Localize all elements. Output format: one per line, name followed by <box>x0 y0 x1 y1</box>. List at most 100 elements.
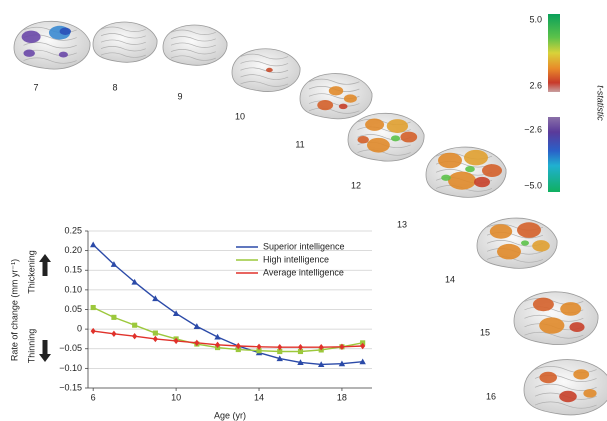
marker <box>153 336 158 342</box>
age-label: 10 <box>235 111 245 121</box>
brain <box>232 49 300 92</box>
brain <box>163 25 227 65</box>
y-tick-label: 0.10 <box>64 284 82 294</box>
marker <box>111 315 116 320</box>
brain-blob <box>266 68 273 72</box>
marker <box>132 323 137 328</box>
age-label: 16 <box>486 391 496 401</box>
age-label: 13 <box>397 219 407 229</box>
brain-blob <box>329 86 343 95</box>
brain-blob <box>465 166 475 172</box>
brain <box>514 292 598 345</box>
y-tick-label: 0.05 <box>64 304 82 314</box>
brain-blob <box>573 369 589 379</box>
age-label: 11 <box>295 139 304 149</box>
brain-blob <box>59 52 68 58</box>
brain-blob <box>533 298 554 312</box>
brain-blob <box>559 391 577 402</box>
marker <box>214 334 220 340</box>
brain-blob <box>367 138 390 153</box>
age-label: 14 <box>445 274 455 284</box>
brain-blob <box>22 31 41 43</box>
age-label: 12 <box>351 180 361 190</box>
annotation: Thinning <box>26 329 36 364</box>
brain <box>524 360 607 415</box>
brain-blob <box>521 240 529 245</box>
brain-outline <box>163 25 227 65</box>
brain-blob <box>539 317 564 333</box>
y-tick-label: 0 <box>77 324 82 334</box>
colorbar-label: t-statistic <box>596 85 606 121</box>
legend-label: Average intelligence <box>263 267 344 277</box>
brain-blob <box>560 302 581 316</box>
brain-blob <box>497 244 521 260</box>
brain-blob <box>365 119 384 131</box>
marker <box>111 331 116 337</box>
brain <box>348 113 424 161</box>
brain <box>426 147 506 197</box>
age-label: 9 <box>177 91 182 101</box>
brain-blob <box>569 322 584 332</box>
brain-blob <box>391 135 400 141</box>
brain-blob <box>583 389 596 398</box>
brain-blob <box>60 28 71 35</box>
brain-blob <box>400 132 417 143</box>
marker <box>153 330 158 335</box>
brain-blob <box>317 100 333 110</box>
brain-blob <box>532 240 550 251</box>
figure: 5.0 2.6 −2.6 −5.0 t-statistic Rate of ch… <box>0 0 607 421</box>
colorbar-tick: −5.0 <box>524 180 542 190</box>
colorbar-positive <box>548 14 560 92</box>
brain-blob <box>474 177 490 187</box>
y-tick-label: −0.15 <box>59 382 82 392</box>
brain-blob <box>482 164 502 177</box>
brain-blob <box>24 50 35 57</box>
age-label: 15 <box>480 327 490 337</box>
brain-outline <box>93 22 157 62</box>
brain-blob <box>358 136 369 143</box>
y-tick-label: −0.05 <box>59 343 82 353</box>
brain <box>477 218 557 268</box>
arrow-down <box>39 340 51 362</box>
brain <box>93 22 157 62</box>
colorbar-tick: 2.6 <box>529 80 542 90</box>
annotation: Thickening <box>26 250 36 294</box>
brain <box>14 21 90 69</box>
colorbar-tick: 5.0 <box>529 14 542 24</box>
marker <box>194 323 200 329</box>
brain-blob <box>387 119 408 133</box>
brain-images <box>14 21 607 415</box>
age-label: 8 <box>112 82 117 92</box>
brain-blob <box>448 172 476 190</box>
series-line <box>93 331 362 347</box>
y-tick-label: 0.20 <box>64 245 82 255</box>
brain-blob <box>490 224 512 239</box>
colorbar-tick: −2.6 <box>524 124 542 134</box>
brain-blob <box>438 153 462 169</box>
age-label: 7 <box>33 82 38 92</box>
y-tick-label: 0.15 <box>64 265 82 275</box>
x-axis-label: Age (yr) <box>214 410 246 420</box>
brain-blob <box>344 94 357 102</box>
brain-blob <box>464 150 488 166</box>
y-tick-label: 0.25 <box>64 225 82 235</box>
arrow-up <box>39 254 51 276</box>
legend-label: High intelligence <box>263 254 329 264</box>
brain-blob <box>539 372 557 383</box>
x-tick-label: 10 <box>171 392 181 402</box>
x-tick-label: 14 <box>254 392 264 402</box>
marker <box>91 305 96 310</box>
brain-blob <box>339 104 348 110</box>
x-tick-label: 6 <box>91 392 96 402</box>
colorbar-negative <box>548 117 560 192</box>
brain-outline <box>300 74 372 119</box>
x-tick-label: 18 <box>337 392 347 402</box>
marker <box>90 242 96 248</box>
brain <box>300 74 372 119</box>
brain-blob <box>441 175 451 181</box>
legend-label: Superior intelligence <box>263 241 345 251</box>
y-tick-label: −0.10 <box>59 363 82 373</box>
brain-blob <box>517 222 541 238</box>
y-axis-label: Rate of change (mm yr⁻¹) <box>9 259 19 361</box>
marker <box>132 333 137 339</box>
